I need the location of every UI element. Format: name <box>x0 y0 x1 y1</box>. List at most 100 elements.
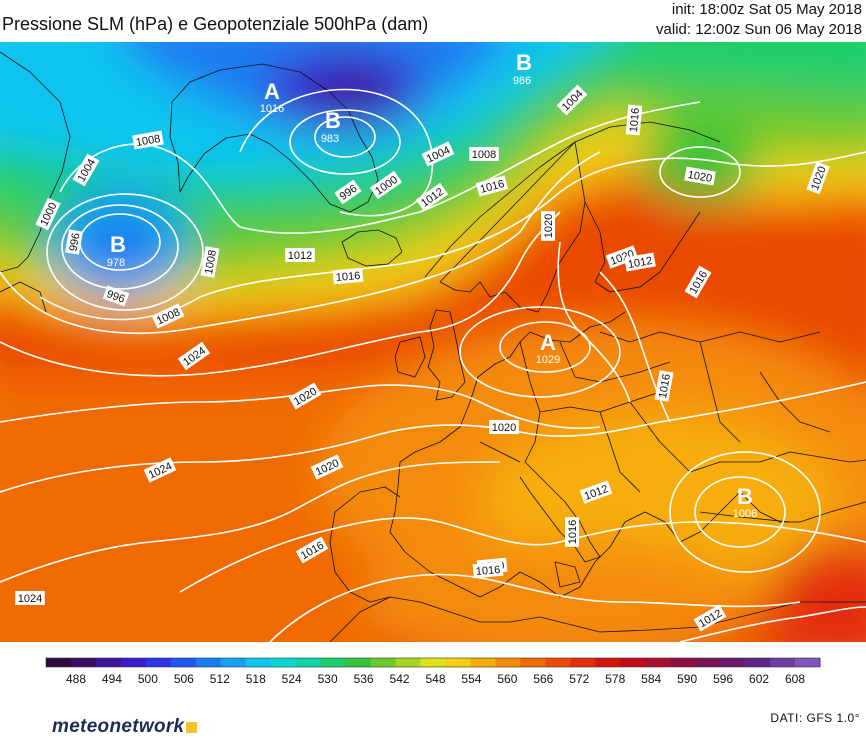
colorbar-tick-label: 542 <box>390 672 410 686</box>
svg-text:1016: 1016 <box>657 373 673 399</box>
colorbar-swatch <box>570 658 596 667</box>
colorbar-swatch <box>795 658 821 667</box>
svg-text:B: B <box>737 484 753 509</box>
svg-text:1012: 1012 <box>288 250 312 262</box>
colorbar-swatch <box>770 658 796 667</box>
colorbar-tick-label: 578 <box>605 672 625 686</box>
meteonetwork-logo: meteonetwork <box>52 716 198 738</box>
colorbar-swatches <box>45 657 821 668</box>
isobar-label: 996 <box>102 285 130 307</box>
center-b-turkey: B 1006 <box>733 484 757 520</box>
center-b-labrador: B 978 <box>107 232 126 269</box>
isobar-label: 1016 <box>332 267 364 285</box>
svg-text:1016: 1016 <box>475 564 500 578</box>
colorbar-swatch <box>70 658 97 667</box>
run-info: init: 18:00z Sat 05 May 2018 valid: 12:0… <box>656 0 862 40</box>
svg-text:1012: 1012 <box>627 255 653 271</box>
svg-text:978: 978 <box>107 257 125 269</box>
colorbar-tick-label: 530 <box>318 672 338 686</box>
colorbar: 488 494 500 506 512 518 524 530 536 542 548 554 560 5… <box>45 657 821 686</box>
svg-text:986: 986 <box>513 75 531 87</box>
colorbar-swatch <box>395 658 422 667</box>
isobar-label: 1024 <box>15 591 45 605</box>
svg-text:1016: 1016 <box>567 520 579 544</box>
colorbar-swatch <box>46 658 72 667</box>
colorbar-swatch <box>545 658 571 667</box>
colorbar-swatch <box>95 658 122 667</box>
colorbar-tick-label: 590 <box>677 672 697 686</box>
colorbar-tick-label: 554 <box>461 672 481 686</box>
colorbar-swatch <box>170 658 197 667</box>
colorbar-swatch <box>245 658 272 667</box>
svg-text:1006: 1006 <box>733 508 757 520</box>
colorbar-swatch <box>645 658 671 667</box>
isobar-label: 1016 <box>625 104 643 136</box>
colorbar-swatch <box>420 658 446 667</box>
svg-text:A: A <box>540 330 556 355</box>
colorbar-tick-label: 506 <box>174 672 194 686</box>
svg-text:996: 996 <box>105 288 126 306</box>
init-time: init: 18:00z Sat 05 May 2018 <box>671 1 862 18</box>
isobar-label: 1016 <box>472 561 504 579</box>
center-a-denmark: A 1029 <box>536 330 560 366</box>
isobar-label: 1016 <box>565 517 579 547</box>
svg-text:996: 996 <box>67 232 82 252</box>
colorbar-tick-label: 536 <box>354 672 374 686</box>
svg-text:1008: 1008 <box>472 149 496 161</box>
svg-text:1020: 1020 <box>492 422 516 434</box>
svg-text:1024: 1024 <box>18 593 42 605</box>
colorbar-tick-label: 524 <box>282 672 302 686</box>
colorbar-swatch <box>345 658 372 667</box>
svg-text:B: B <box>516 50 532 75</box>
colorbar-swatch <box>295 658 322 667</box>
brand-name: meteonetwork <box>52 716 185 737</box>
colorbar-swatch <box>120 658 147 667</box>
svg-text:1020: 1020 <box>687 169 713 185</box>
colorbar-swatch <box>495 658 521 667</box>
colorbar-swatch <box>620 658 646 667</box>
colorbar-ticks: 488 494 500 506 512 518 524 530 536 542 548 554 560 5… <box>66 672 805 686</box>
colorbar-swatch <box>195 658 222 667</box>
center-a-greenland: A 1016 <box>260 79 284 115</box>
colorbar-swatch <box>370 658 397 667</box>
colorbar-swatch <box>695 658 721 667</box>
colorbar-swatch <box>470 658 496 667</box>
logo-square-icon <box>186 722 198 733</box>
svg-text:B: B <box>110 232 126 257</box>
pressure-centers: A 1016 B 983 B 986 B 978 A 1029 B 1006 <box>107 50 757 520</box>
isobar-label: 1012 <box>285 248 315 262</box>
isobar-label: 1008 <box>200 246 220 278</box>
coastlines <box>0 51 866 642</box>
svg-text:B: B <box>325 108 341 133</box>
svg-text:1029: 1029 <box>536 354 560 366</box>
colorbar-tick-label: 488 <box>66 672 86 686</box>
colorbar-tick-label: 500 <box>138 672 158 686</box>
center-b-denmark-strait: B 983 <box>321 108 341 145</box>
valid-time: valid: 12:00z Sun 06 May 2018 <box>656 21 862 38</box>
svg-text:1016: 1016 <box>260 103 284 115</box>
svg-text:1020: 1020 <box>543 214 555 238</box>
isobar-label: 1008 <box>132 130 164 150</box>
weather-map: A 1016 B 983 B 986 B 978 A 1029 B 1006 <box>0 42 866 642</box>
isobar-label: 996 <box>65 229 83 255</box>
colorbar-tick-label: 560 <box>497 672 517 686</box>
svg-text:1016: 1016 <box>628 107 642 132</box>
colorbar-tick-label: 596 <box>713 672 733 686</box>
colorbar-swatch <box>320 658 347 667</box>
isobar-label: 1012 <box>624 252 656 272</box>
svg-text:983: 983 <box>321 133 339 145</box>
colorbar-tick-label: 572 <box>569 672 589 686</box>
isobar-label: 1020 <box>684 166 716 186</box>
colorbar-tick-label: 608 <box>785 672 805 686</box>
isobar-label: 1020 <box>541 211 555 241</box>
colorbar-tick-label: 602 <box>749 672 769 686</box>
colorbar-swatch <box>445 658 471 667</box>
center-b-norwegian-sea: B 986 <box>513 50 532 87</box>
colorbar-swatch <box>670 658 696 667</box>
colorbar-swatch <box>720 658 746 667</box>
colorbar-swatch <box>270 658 297 667</box>
svg-text:1008: 1008 <box>203 249 219 275</box>
svg-text:1016: 1016 <box>335 270 360 284</box>
data-source: DATI: GFS 1.0° <box>770 711 860 725</box>
map-title: Pressione SLM (hPa) e Geopotenziale 500h… <box>2 14 429 34</box>
